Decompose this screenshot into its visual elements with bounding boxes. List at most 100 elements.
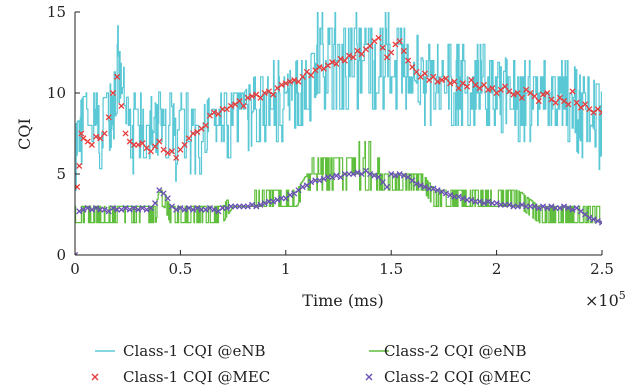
data-point bbox=[539, 203, 547, 210]
data-point bbox=[303, 68, 310, 75]
series-3-line bbox=[75, 141, 602, 224]
data-point bbox=[223, 106, 230, 113]
data-point bbox=[152, 143, 159, 150]
data-point bbox=[286, 192, 294, 199]
data-point bbox=[76, 208, 83, 215]
data-point bbox=[383, 183, 391, 191]
data-point bbox=[598, 219, 602, 226]
data-point bbox=[164, 149, 171, 156]
data-point bbox=[506, 88, 513, 95]
data-point bbox=[105, 114, 112, 121]
data-point bbox=[379, 44, 386, 51]
data-point bbox=[105, 208, 112, 215]
data-point bbox=[455, 85, 462, 92]
data-point bbox=[358, 170, 365, 178]
data-point bbox=[177, 146, 184, 153]
plot-area bbox=[75, 12, 602, 255]
data-point bbox=[240, 102, 247, 110]
data-point bbox=[388, 49, 395, 56]
legend-marker-swatch bbox=[91, 373, 99, 381]
x-axis-multiplier-exponent: 5 bbox=[619, 289, 626, 302]
data-point bbox=[544, 89, 551, 97]
data-point bbox=[556, 94, 563, 101]
x-axis-multiplier-base: ×10 bbox=[585, 291, 619, 310]
data-point bbox=[244, 94, 251, 101]
data-point bbox=[130, 204, 138, 212]
data-point bbox=[194, 204, 201, 212]
data-point bbox=[514, 89, 521, 97]
data-point bbox=[215, 111, 222, 118]
data-point bbox=[409, 177, 416, 184]
data-point bbox=[160, 190, 167, 197]
data-point bbox=[147, 204, 154, 212]
legend-label: Class-2 CQI @MEC bbox=[384, 368, 531, 386]
data-point bbox=[173, 154, 180, 161]
data-point bbox=[577, 208, 584, 215]
data-point bbox=[291, 190, 298, 197]
x-tick-label: 2 bbox=[492, 260, 502, 278]
data-point bbox=[569, 206, 576, 213]
data-point bbox=[78, 130, 85, 137]
data-point bbox=[392, 41, 399, 48]
data-point bbox=[93, 133, 100, 140]
data-point bbox=[501, 83, 509, 90]
data-point bbox=[282, 195, 289, 202]
data-point bbox=[383, 54, 391, 61]
data-point bbox=[447, 80, 454, 87]
data-point bbox=[556, 204, 563, 212]
y-tick-label: 0 bbox=[56, 246, 66, 264]
data-point bbox=[371, 172, 378, 179]
data-point bbox=[135, 141, 142, 148]
data-point bbox=[156, 138, 163, 145]
data-point bbox=[485, 86, 492, 93]
x-axis-label: Time (ms) bbox=[302, 291, 383, 310]
legend-item-1: Class-1 CQI @eNB bbox=[95, 342, 266, 360]
data-point bbox=[442, 190, 450, 197]
data-point bbox=[569, 88, 576, 95]
data-point bbox=[337, 55, 344, 63]
data-point bbox=[299, 73, 306, 80]
data-point bbox=[286, 78, 294, 85]
data-point bbox=[261, 89, 268, 97]
data-point bbox=[371, 38, 378, 45]
data-point bbox=[274, 196, 281, 203]
x-axis-multiplier: ×105 bbox=[585, 289, 626, 310]
data-point bbox=[354, 47, 361, 54]
data-point bbox=[156, 187, 163, 194]
x-tick-label: 1.5 bbox=[379, 260, 403, 278]
data-point bbox=[118, 206, 125, 213]
data-point bbox=[409, 64, 416, 71]
data-point bbox=[586, 106, 593, 113]
data-point bbox=[80, 135, 87, 142]
data-point bbox=[80, 206, 87, 213]
data-point bbox=[396, 38, 403, 45]
data-point bbox=[84, 138, 91, 145]
data-point bbox=[143, 145, 150, 152]
data-point bbox=[173, 206, 180, 213]
data-point bbox=[459, 80, 466, 87]
data-point bbox=[114, 73, 121, 80]
data-point bbox=[506, 201, 513, 208]
data-point bbox=[295, 187, 302, 194]
data-point bbox=[198, 125, 205, 132]
data-point bbox=[316, 177, 323, 184]
data-point bbox=[350, 170, 357, 178]
data-point bbox=[451, 78, 458, 85]
data-point bbox=[430, 73, 437, 80]
data-point bbox=[244, 203, 251, 210]
data-point bbox=[236, 98, 243, 105]
data-point bbox=[539, 91, 547, 98]
x-tick-label: 2.5 bbox=[590, 260, 614, 278]
legend-marker-swatch bbox=[365, 373, 373, 381]
data-point bbox=[101, 206, 108, 213]
data-point bbox=[168, 203, 176, 210]
data-point bbox=[189, 206, 197, 213]
legend-label: Class-1 CQI @MEC bbox=[123, 368, 270, 386]
data-point bbox=[185, 135, 192, 142]
x-tick-label: 0 bbox=[70, 260, 80, 278]
data-point bbox=[438, 188, 445, 195]
data-point bbox=[341, 57, 348, 64]
data-point bbox=[413, 180, 420, 187]
data-point bbox=[282, 80, 289, 87]
